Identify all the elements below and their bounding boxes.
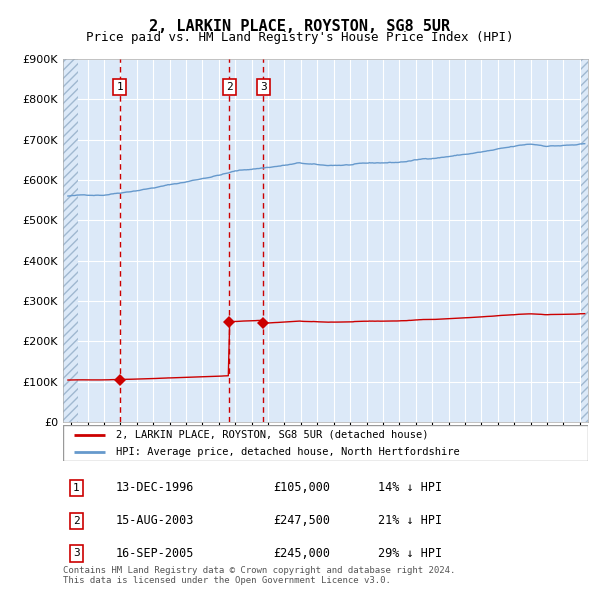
Text: 2, LARKIN PLACE, ROYSTON, SG8 5UR: 2, LARKIN PLACE, ROYSTON, SG8 5UR [149, 19, 451, 34]
Bar [581, 59, 588, 422]
Text: Price paid vs. HM Land Registry's House Price Index (HPI): Price paid vs. HM Land Registry's House … [86, 31, 514, 44]
Text: 14% ↓ HPI: 14% ↓ HPI [378, 481, 442, 494]
Text: HPI: Average price, detached house, North Hertfordshire: HPI: Average price, detached house, Nort… [115, 447, 459, 457]
Text: Contains HM Land Registry data © Crown copyright and database right 2024.
This d: Contains HM Land Registry data © Crown c… [63, 566, 455, 585]
FancyBboxPatch shape [63, 425, 588, 461]
Text: 13-DEC-1996: 13-DEC-1996 [115, 481, 194, 494]
Text: 15-AUG-2003: 15-AUG-2003 [115, 514, 194, 527]
Text: 2: 2 [226, 82, 232, 92]
Text: 29% ↓ HPI: 29% ↓ HPI [378, 547, 442, 560]
Text: 1: 1 [73, 483, 79, 493]
Text: 21% ↓ HPI: 21% ↓ HPI [378, 514, 442, 527]
Text: 1: 1 [116, 82, 123, 92]
Text: £247,500: £247,500 [273, 514, 330, 527]
Bar [63, 59, 78, 422]
Text: 2: 2 [73, 516, 79, 526]
Text: 2, LARKIN PLACE, ROYSTON, SG8 5UR (detached house): 2, LARKIN PLACE, ROYSTON, SG8 5UR (detac… [115, 430, 428, 440]
Text: £105,000: £105,000 [273, 481, 330, 494]
Text: 3: 3 [73, 549, 79, 558]
Text: 16-SEP-2005: 16-SEP-2005 [115, 547, 194, 560]
Text: £245,000: £245,000 [273, 547, 330, 560]
Text: 3: 3 [260, 82, 266, 92]
